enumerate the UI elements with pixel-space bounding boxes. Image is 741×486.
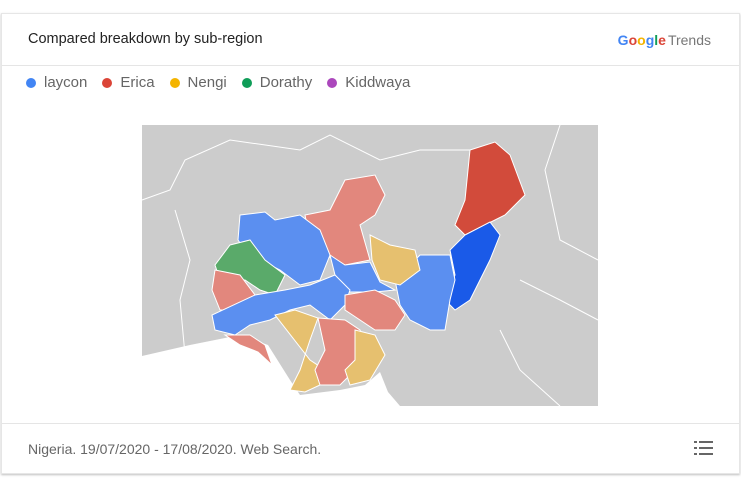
sub-region[interactable] bbox=[344, 289, 406, 331]
card-footer: Nigeria. 19/07/2020 - 17/08/2020. Web Se… bbox=[2, 423, 739, 473]
sub-region[interactable] bbox=[344, 329, 386, 386]
legend-item-dorathy[interactable]: Dorathy bbox=[241, 74, 313, 91]
legend-label: Erica bbox=[120, 74, 155, 91]
legend-item-nengi[interactable]: Nengi bbox=[169, 74, 227, 91]
legend-dot bbox=[327, 77, 338, 88]
legend-dot bbox=[241, 77, 252, 88]
legend-label: laycon bbox=[44, 74, 88, 91]
legend-label: Dorathy bbox=[259, 74, 313, 91]
legend: laycon Erica Nengi Dorathy Kiddwaya bbox=[26, 74, 410, 91]
legend-dot bbox=[102, 77, 113, 88]
legend-item-kiddwaya[interactable]: Kiddwaya bbox=[327, 74, 410, 91]
country-border bbox=[544, 124, 599, 261]
legend-dot bbox=[26, 77, 36, 88]
legend-item-laycon[interactable]: laycon bbox=[26, 74, 87, 91]
country-border bbox=[519, 279, 599, 321]
sub-region[interactable] bbox=[211, 274, 351, 336]
card-header: Compared breakdown by sub-region Google T… bbox=[2, 14, 739, 66]
sea[interactable] bbox=[142, 335, 400, 406]
sub-region[interactable] bbox=[369, 234, 421, 286]
list-icon[interactable] bbox=[694, 441, 713, 455]
card-title: Compared breakdown by sub-region bbox=[28, 31, 263, 47]
country-border bbox=[499, 329, 561, 407]
legend-label: Nengi bbox=[187, 74, 227, 91]
sub-region[interactable] bbox=[444, 221, 501, 311]
sub-region[interactable] bbox=[223, 334, 273, 366]
legend-dot bbox=[169, 77, 180, 88]
google-trends-logo: Google Trends bbox=[617, 32, 711, 48]
country-border bbox=[174, 209, 191, 356]
legend-item-erica[interactable]: Erica bbox=[102, 74, 155, 91]
country-border bbox=[141, 134, 470, 201]
footer-summary: Nigeria. 19/07/2020 - 17/08/2020. Web Se… bbox=[28, 441, 322, 457]
legend-label: Kiddwaya bbox=[345, 74, 411, 91]
